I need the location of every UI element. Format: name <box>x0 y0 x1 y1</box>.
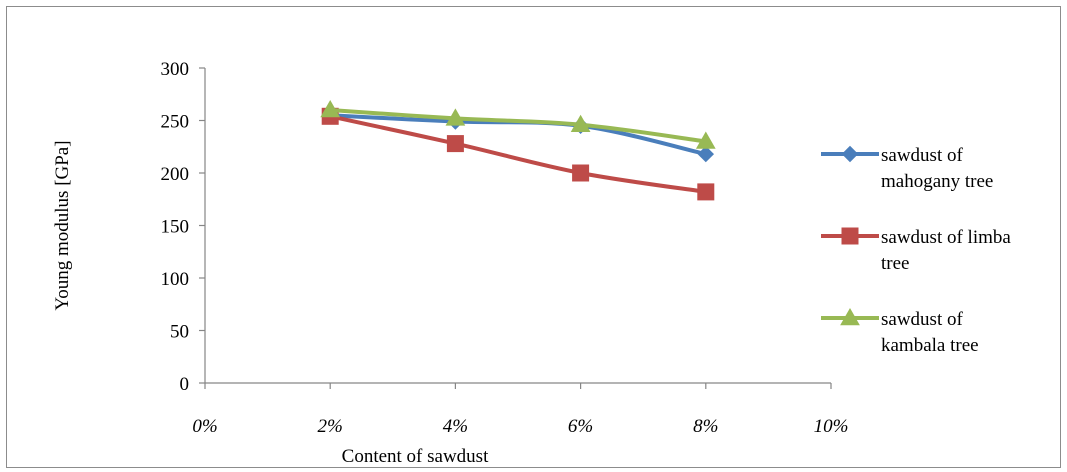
line-chart: 0 50 100 150 200 250 300 0% 2% 4% 6% 8% 10% sawdust … <box>52 59 1011 467</box>
legend-label: sawdust of limba tree <box>881 227 1011 274</box>
legend-label-line: sawdust of <box>881 145 963 166</box>
legend: sawdust of mahogany tree sawdust of limba t… <box>821 145 1011 356</box>
series-limba <box>321 107 715 201</box>
series-layer <box>320 99 716 201</box>
chart-frame: 0 50 100 150 200 250 300 0% 2% 4% 6% 8% 10% sawdust … <box>6 6 1061 468</box>
y-tick-label: 200 <box>161 164 190 185</box>
series-kambala <box>320 99 716 149</box>
series-line-limba <box>328 114 708 194</box>
data-point-kambala <box>320 99 341 118</box>
x-tick-label: 8% <box>693 416 718 437</box>
data-point-kambala <box>445 108 466 126</box>
data-point-kambala <box>570 114 591 132</box>
legend-label: sawdust of kambala tree <box>881 309 979 356</box>
data-point-limba <box>446 135 464 153</box>
legend-label: sawdust of mahogany tree <box>881 145 993 192</box>
data-point-limba <box>697 183 715 201</box>
series-line-kambala <box>328 108 708 144</box>
y-tick-label: 50 <box>170 322 189 343</box>
legend-item-limba: sawdust of limba tree <box>821 227 1011 274</box>
legend-item-kambala: sawdust of kambala tree <box>821 307 979 356</box>
legend-label-line: mahogany tree <box>881 171 993 192</box>
x-axis-title: Content of sawdust <box>342 446 489 467</box>
x-tick-label: 10% <box>814 416 849 437</box>
y-tick-label: 150 <box>161 217 190 238</box>
x-tick-label: 0% <box>192 416 217 437</box>
legend-label-line: sawdust of <box>881 309 963 330</box>
legend-label-line: kambala tree <box>881 335 979 356</box>
y-tick-label: 0 <box>180 374 190 395</box>
legend-swatch-marker <box>840 307 860 326</box>
y-tick-label: 250 <box>161 112 190 133</box>
y-tick-label: 100 <box>161 269 190 290</box>
legend-swatch-marker <box>841 227 859 245</box>
x-tick-label: 4% <box>443 416 468 437</box>
legend-item-mahogany: sawdust of mahogany tree <box>821 145 993 192</box>
axes: 0 50 100 150 200 250 300 0% 2% 4% 6% 8% 10% <box>161 59 849 437</box>
data-point-limba <box>572 164 590 182</box>
legend-swatch-marker <box>841 145 859 163</box>
legend-label-line: tree <box>881 253 909 274</box>
legend-label-line: sawdust of limba <box>881 227 1011 248</box>
y-axis-title: Young modulus [GPa] <box>52 140 73 310</box>
data-point-kambala <box>695 131 716 149</box>
y-tick-label: 300 <box>161 59 190 80</box>
x-tick-label: 6% <box>568 416 593 437</box>
x-tick-label: 2% <box>318 416 343 437</box>
data-point-mahogany <box>697 145 715 163</box>
